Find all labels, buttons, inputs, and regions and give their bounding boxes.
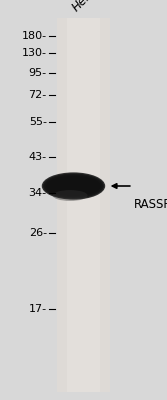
Text: 26-: 26- (29, 228, 47, 238)
Text: RASSF2: RASSF2 (134, 198, 167, 210)
Ellipse shape (48, 178, 99, 194)
Text: 180-: 180- (22, 31, 47, 41)
Ellipse shape (44, 174, 103, 198)
Text: 95-: 95- (29, 68, 47, 78)
Text: 72-: 72- (29, 90, 47, 100)
Ellipse shape (46, 176, 101, 196)
Text: 55-: 55- (29, 117, 47, 126)
Ellipse shape (47, 177, 100, 195)
Text: 17-: 17- (29, 304, 47, 314)
Bar (57, 18, 110, 392)
Text: 34-: 34- (29, 188, 47, 198)
Ellipse shape (43, 174, 104, 198)
Text: 130-: 130- (22, 48, 47, 58)
Ellipse shape (53, 190, 88, 201)
Bar (67, 18, 100, 392)
Text: 43-: 43- (29, 152, 47, 162)
Text: Hela: Hela (69, 0, 98, 14)
Ellipse shape (42, 172, 105, 200)
